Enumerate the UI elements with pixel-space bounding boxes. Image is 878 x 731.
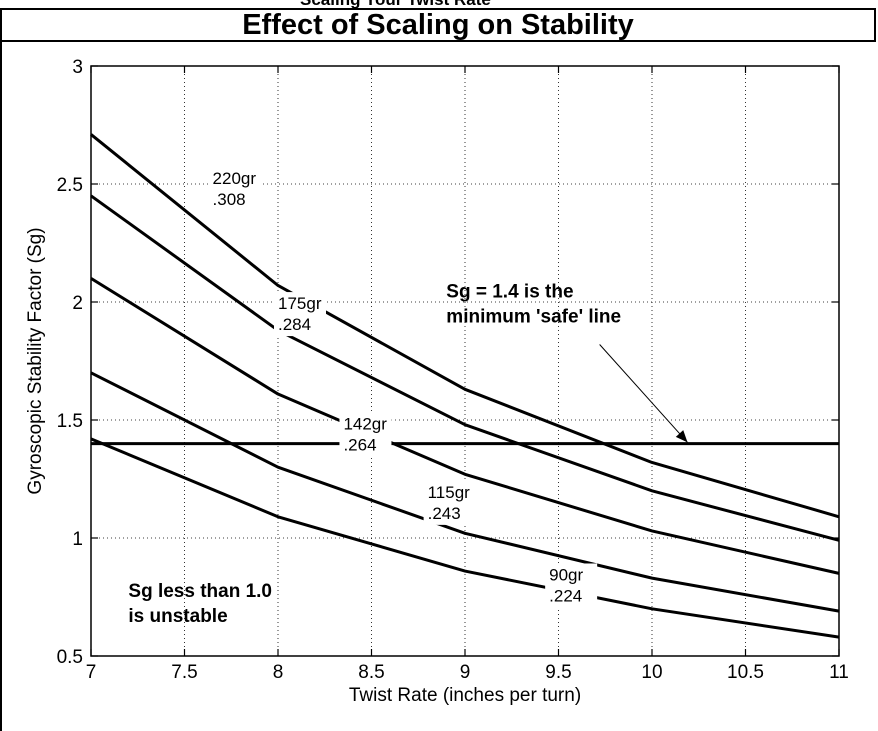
series-label-caliber: .284 [278,315,311,334]
series-label-bg [545,563,598,608]
y-tick-label: 1 [72,529,83,550]
annotation-line-1: Sg less than 1.0 [128,581,272,602]
annotation-line-2: is unstable [128,606,227,627]
series-line-2 [90,277,840,575]
chart-title: Effect of Scaling on Stability [242,9,634,41]
grid-layer [90,65,840,657]
x-tick-label: 7 [86,662,97,683]
series-label-0: 220gr .308 [208,167,261,211]
annotation-arrow [599,344,688,443]
label-layer: 220gr .308 175gr .284 142gr .264 115gr .243 90gr… [128,167,688,627]
y-tick-label: 1.5 [57,411,83,432]
series-label-name: 220gr [213,169,257,188]
series-label-1: 175gr .284 [274,292,326,337]
series-label-bg [423,480,476,525]
x-tick-label: 9.5 [545,662,571,683]
y-tick-label: 2.5 [57,175,83,196]
y-tick-label: 2 [72,293,83,314]
x-tick-label: 8.5 [358,662,384,683]
series-label-caliber: .308 [213,190,246,209]
series-line-4 [90,437,840,639]
annotation-0: Sg = 1.4 is the minimum 'safe' line [446,281,621,327]
series-line-0 [90,133,840,519]
series-label-bg [339,412,392,457]
x-axis-label: Twist Rate (inches per turn) [349,685,581,706]
series-label-caliber: .264 [343,435,376,454]
series-label-bg [208,167,261,211]
annotation-line-2: minimum 'safe' line [446,306,621,327]
series-label-bg [274,292,326,337]
x-tick-label: 8 [273,662,284,683]
series-label-caliber: .224 [549,586,582,605]
cut-off-header: Scaling Your Twist Rate [0,0,878,10]
series-label-name: 142gr [343,414,387,433]
annotation-arrowhead [675,430,688,443]
series-label-2: 142gr .264 [339,412,392,457]
x-tick-label: 11 [829,662,849,683]
x-tick-label: 9 [460,662,471,683]
y-axis-label: Gyroscopic Stability Factor (Sg) [25,227,46,494]
annotation-1: Sg less than 1.0 is unstable [128,581,272,627]
series-label-name: 175gr [278,294,322,313]
y-tick-label: 0.5 [57,647,83,668]
left-border [0,42,2,731]
cut-off-header-text: Scaling Your Twist Rate [300,0,491,10]
x-tick-label: 10 [641,662,662,683]
series-line-3 [90,371,840,613]
series-label-name: 115gr [428,483,471,502]
series-layer [90,133,840,639]
series-line-1 [90,194,840,542]
series-label-caliber: .243 [428,504,461,523]
series-label-4: 90gr .224 [545,563,598,608]
series-label-name: 90gr [549,565,583,584]
annotation-line-1: Sg = 1.4 is the [446,281,573,302]
series-label-3: 115gr .243 [423,480,476,525]
title-bar: Effect of Scaling on Stability [0,8,876,42]
x-tick-label: 7.5 [171,662,197,683]
y-tick-label: 3 [72,57,83,78]
tick-layer: 7 7.5 8 8.5 9 9.5 10 10.5 11 0.5 1 1.5 2 2.5 3 [57,57,849,683]
x-tick-label: 10.5 [727,662,764,683]
